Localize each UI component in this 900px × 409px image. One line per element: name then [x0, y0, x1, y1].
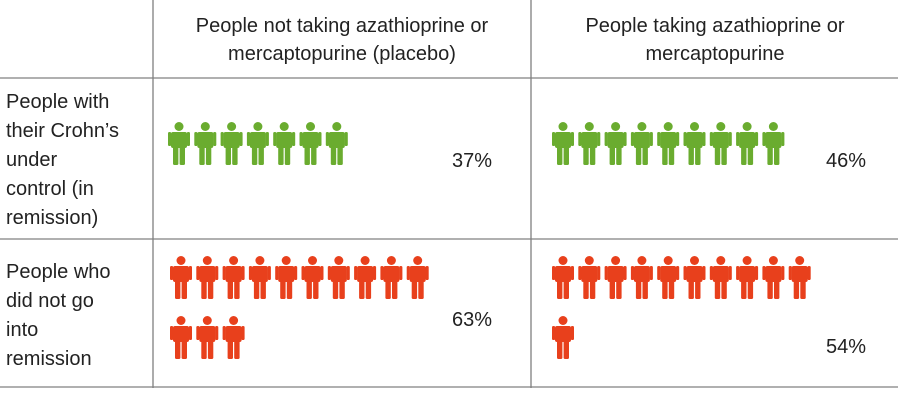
person-icon — [630, 256, 653, 299]
person-icon — [657, 122, 680, 165]
person-icon — [578, 122, 601, 165]
row-label-line: into — [6, 319, 39, 341]
person-icon — [762, 256, 785, 299]
person-icon — [604, 122, 627, 165]
person-icon — [222, 316, 245, 359]
column-header-line: mercaptopurine — [645, 43, 785, 65]
row-label-line: remission) — [6, 207, 99, 229]
percent-label: 54% — [826, 336, 867, 358]
percent-label: 63% — [452, 309, 493, 331]
person-icon — [301, 256, 324, 299]
person-icon — [248, 256, 271, 299]
person-icon — [709, 256, 732, 299]
person-icon — [170, 316, 192, 359]
person-icon — [630, 122, 653, 165]
person-icon — [578, 256, 601, 299]
person-icon — [657, 256, 680, 299]
person-icon — [604, 256, 627, 299]
person-icon — [196, 316, 219, 359]
person-icon — [736, 122, 759, 165]
person-icon — [736, 256, 759, 299]
person-icons — [168, 122, 811, 359]
row-label-line: remission — [6, 348, 92, 370]
row-label-no-remission: People who did not go into remission — [6, 258, 154, 374]
person-icon — [325, 122, 348, 165]
person-icon — [194, 122, 217, 165]
column-header-line: People taking azathioprine or — [585, 15, 845, 37]
column-header-treated: People taking azathioprine or mercaptopu… — [532, 12, 898, 68]
person-icon — [273, 122, 296, 165]
person-icon — [327, 256, 350, 299]
column-header-line: mercaptopurine (placebo) — [228, 43, 456, 65]
row-label-remission: People with their Crohn’s under control … — [6, 88, 154, 233]
person-icon — [683, 256, 706, 299]
column-header-placebo: People not taking azathioprine or mercap… — [155, 12, 529, 68]
person-icon — [170, 256, 192, 299]
person-icon — [762, 122, 785, 165]
row-label-line: control (in — [6, 178, 94, 200]
person-icon — [552, 316, 574, 359]
person-icon — [683, 122, 706, 165]
person-icon — [406, 256, 429, 299]
percent-label: 37% — [452, 150, 493, 172]
person-icon — [354, 256, 377, 299]
row-label-line: their Crohn’s — [6, 120, 120, 142]
person-icon — [168, 122, 190, 165]
row-label-line: People who — [6, 261, 111, 283]
person-icon — [222, 256, 245, 299]
person-icon — [709, 122, 732, 165]
person-icon — [220, 122, 243, 165]
person-icon — [552, 122, 574, 165]
person-icon — [275, 256, 298, 299]
column-header-line: People not taking azathioprine or — [195, 15, 489, 37]
person-icon — [788, 256, 811, 299]
row-label-line: did not go — [6, 290, 94, 312]
row-label-line: under — [6, 149, 58, 171]
table-grid — [0, 0, 898, 388]
person-icon — [196, 256, 219, 299]
person-icon — [246, 122, 269, 165]
person-icon — [299, 122, 322, 165]
person-icon — [552, 256, 574, 299]
person-icon — [380, 256, 403, 299]
percent-label: 46% — [826, 150, 867, 172]
row-label-line: People with — [6, 91, 110, 113]
